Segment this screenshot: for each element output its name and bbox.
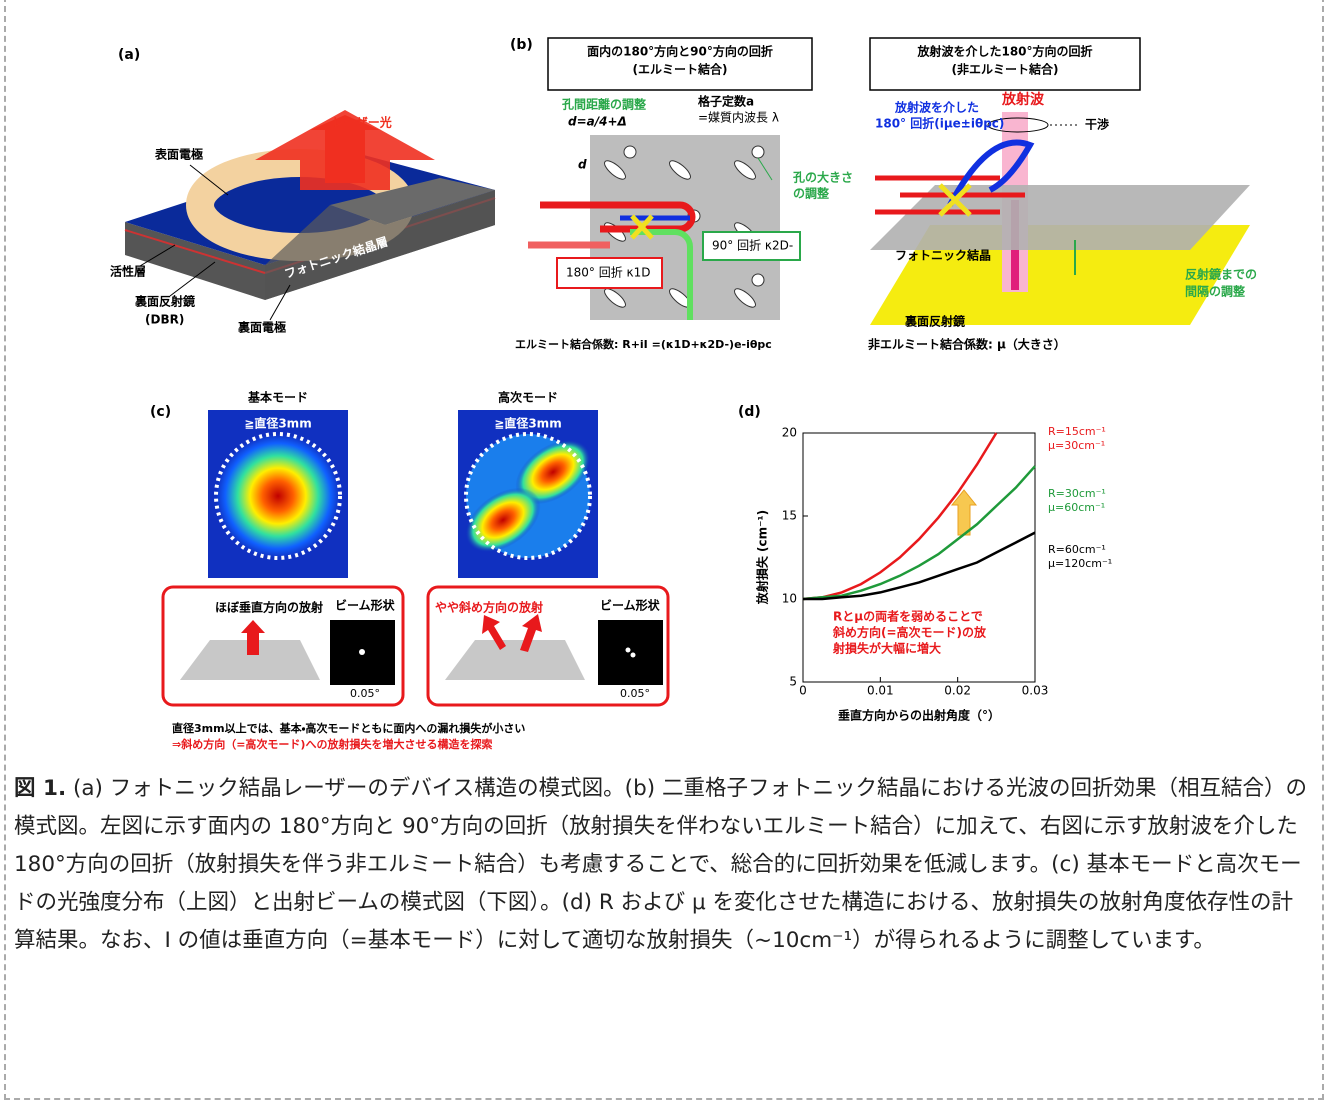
title: 放射波を介した180°方向の回折 — [916, 44, 1092, 59]
label: 0.05° — [350, 687, 380, 700]
title: (エルミート結合) — [633, 62, 728, 77]
label: 0.05° — [620, 687, 650, 700]
label: の調整 — [793, 186, 830, 201]
beam-spot — [631, 653, 636, 658]
annotation: Rとμの両者を弱めることで — [833, 609, 983, 624]
note: 直径3mm以上では、基本・高次モードともに面内への漏れ損失が小さい — [172, 721, 525, 735]
chart: (d) 垂直方向からの出射角度（°） 放射損失 (cm⁻¹) 5 10 15 20 0 0… — [738, 404, 1048, 723]
label: 干渉 — [1085, 117, 1109, 132]
label: 非エルミート結合係数: μ（大きさ） — [868, 337, 1066, 352]
x-tick-label: 0.01 — [867, 684, 894, 698]
note: ⇒斜め方向（=高次モード)への放射損失を増大させる構造を探索 — [172, 737, 492, 751]
label: 裏面反射鏡 — [904, 314, 965, 329]
y-tick-label: 20 — [782, 426, 797, 440]
panel-b-right: 放射波を介した180°方向の回折 (非エルミート結合) 放射波を介した 180°… — [868, 38, 1257, 352]
panel-b-left: (b) 面内の180°方向と90°方向の回折 (エルミート結合) 180° 回折… — [510, 37, 853, 351]
label: 活性層 — [110, 264, 146, 279]
y-tick-label: 10 — [782, 592, 797, 606]
x-axis-label: 垂直方向からの出射角度（°） — [838, 708, 1000, 723]
y-axis-label: 放射損失 (cm⁻¹) — [755, 510, 770, 605]
caption: 図 1. (a) フォトニック結晶レーザーのデバイス構造の模式図。(b) 二重格… — [14, 770, 1314, 960]
caption-text: (a) フォトニック結晶レーザーのデバイス構造の模式図。(b) 二重格子フォトニ… — [14, 776, 1307, 953]
label: 高次モード — [498, 390, 558, 405]
caption-label: 図 1. — [14, 776, 66, 801]
series-line — [803, 466, 1035, 599]
label: ビーム形状 — [600, 598, 661, 613]
label: エルミート結合係数: R+iI =(κ1D+κ2D-)e-iθpc — [515, 337, 772, 351]
label: d — [578, 158, 587, 172]
page: {"panel_a": {"label": "(a)", "laser": "レ… — [0, 0, 1332, 1104]
x-tick-label: 0.03 — [1022, 684, 1049, 698]
label: d=a/4+Δ — [568, 115, 627, 129]
legend-entry: R=30cm⁻¹ μ=60cm⁻¹ — [1048, 487, 1118, 515]
label: 放射波 — [1001, 91, 1045, 108]
label: 放射波を介した — [894, 100, 979, 115]
label: 90° 回折 κ2D- — [712, 238, 793, 253]
panel-label: (b) — [510, 37, 533, 53]
annotation: 射損失が大幅に増大 — [832, 641, 941, 656]
beam-spot — [359, 649, 365, 655]
x-tick-label: 0.02 — [944, 684, 971, 698]
label: 180° 回折(iμe±iθpc) — [875, 116, 1004, 131]
x-tick-label: 0 — [799, 684, 807, 698]
label: ≧直径3mm — [494, 416, 561, 431]
label: 孔の大きさ — [793, 170, 853, 185]
figure: (a) レーザー光 表面電極 活性層 裏面反射鏡 (DBR) 裏面電極 フォトニ… — [0, 0, 1332, 760]
label: 間隔の調整 — [1185, 284, 1246, 299]
annotation: 斜め方向(=高次モード)の放 — [832, 625, 987, 640]
beam-shape — [598, 620, 663, 685]
label: (DBR) — [145, 313, 184, 327]
panel-c: (c) 基本モード 高次モード ≧直径3mm ≧直径3mm ほぼ垂直方向の放射 … — [150, 390, 668, 752]
panel-a: (a) レーザー光 表面電極 活性層 裏面反射鏡 (DBR) 裏面電極 フォトニ… — [110, 47, 495, 335]
title: (非エルミート結合) — [952, 62, 1059, 77]
legend-entry: R=15cm⁻¹ μ=30cm⁻¹ — [1048, 425, 1118, 453]
panel-label: (c) — [150, 404, 171, 420]
panel-label: (a) — [118, 47, 140, 63]
y-tick-label: 15 — [782, 509, 797, 523]
label: 格子定数a — [698, 94, 754, 109]
label: やや斜め方向の放射 — [435, 600, 543, 615]
label: ビーム形状 — [335, 598, 396, 613]
title: 面内の180°方向と90°方向の回折 — [587, 44, 773, 59]
y-tick-label: 5 — [789, 675, 797, 689]
label: ほぼ垂直方向の放射 — [215, 600, 323, 615]
mode-profile — [216, 434, 340, 558]
label: 裏面反射鏡 — [134, 294, 195, 309]
label: 基本モード — [247, 390, 308, 405]
label: 裏面電極 — [237, 320, 287, 335]
label: フォトニック結晶 — [895, 248, 991, 263]
beam-spot — [626, 648, 631, 653]
label: 180° 回折 κ1D — [566, 265, 650, 280]
label: =媒質内波長 λ — [698, 110, 779, 125]
label: 反射鏡までの — [1185, 267, 1257, 282]
legend-entry: R=60cm⁻¹ μ=120cm⁻¹ — [1048, 543, 1118, 571]
label: ≧直径3mm — [244, 416, 311, 431]
panel-label: (d) — [738, 404, 761, 420]
label: レーザー光 — [332, 115, 392, 130]
label: 孔間距離の調整 — [562, 97, 647, 112]
label: 表面電極 — [154, 147, 204, 162]
